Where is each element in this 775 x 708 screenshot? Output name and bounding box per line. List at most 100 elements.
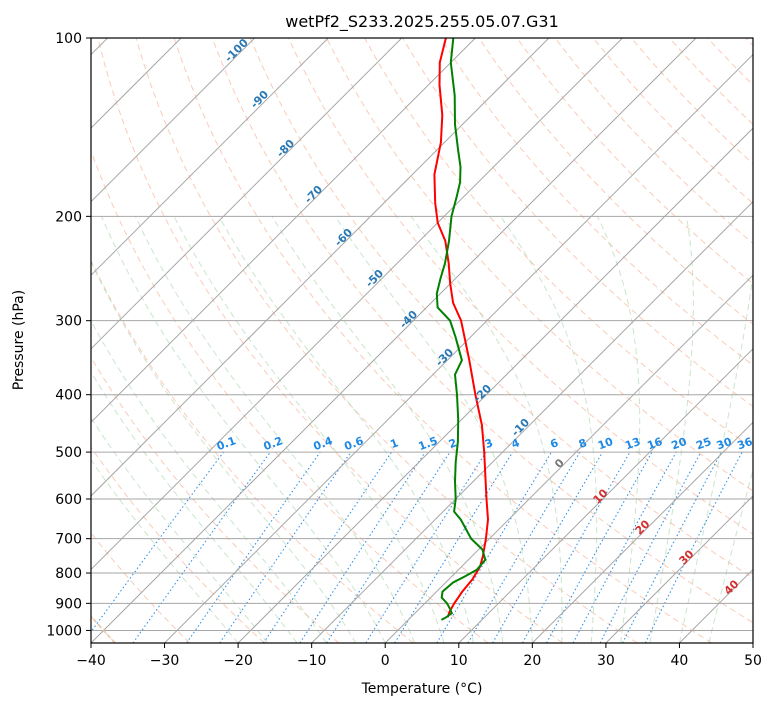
dry-adiabat-label: -70	[302, 183, 325, 206]
dry-adiabat	[173, 38, 713, 643]
moist-adiabat	[218, 216, 474, 643]
isotherm	[91, 38, 697, 643]
isotherm	[91, 38, 256, 203]
isotherm	[679, 568, 753, 643]
mixing-ratio-line	[299, 451, 426, 643]
y-tick-label: 900	[55, 596, 82, 612]
y-tick-label: 100	[55, 31, 82, 47]
temperature-line	[433, 38, 490, 618]
isotherm	[91, 38, 329, 276]
x-tick-label: 20	[523, 653, 541, 669]
isotherm	[91, 38, 476, 424]
mixing-ratio-line	[599, 451, 702, 643]
moist-adiabat	[334, 216, 533, 643]
x-tick-label: 30	[597, 653, 615, 669]
isotherm	[605, 495, 753, 643]
dewpoint-line	[435, 38, 487, 621]
isotherm	[752, 642, 753, 643]
mixing-ratio-label: 30	[715, 435, 734, 453]
mixing-ratio-line	[186, 451, 321, 643]
mixing-ratio-line	[326, 451, 451, 643]
mixing-ratio-label: 10	[596, 435, 615, 453]
dry-adiabat-label: -30	[433, 346, 456, 369]
y-tick-label: 1000	[46, 623, 82, 639]
mixing-ratio-line	[644, 451, 743, 643]
mixing-ratio-line	[263, 451, 392, 643]
mixing-ratio-label: 1.5	[417, 434, 440, 453]
mixing-ratio-line	[365, 451, 487, 643]
dry-adiabat	[440, 38, 753, 366]
chart-title: wetPf2_S233.2025.255.05.07.G31	[285, 12, 559, 32]
dry-adiabat-label: -90	[248, 88, 271, 111]
dry-adiabat	[554, 38, 753, 245]
dry-adiabat	[91, 356, 340, 643]
dry-adiabat	[326, 38, 753, 492]
isotherm	[91, 38, 623, 571]
isotherm	[237, 127, 753, 643]
x-tick-label: −40	[76, 653, 106, 669]
mixing-ratio-label: 1	[389, 436, 401, 451]
isopleth-labels: -100-90-80-70-60-50-40-30-20-10010203040…	[215, 36, 755, 598]
mixing-ratio-label: 4	[510, 436, 522, 451]
moist-adiabat	[649, 216, 694, 643]
moist-adiabat	[678, 271, 753, 643]
y-tick-label: 700	[55, 532, 82, 548]
dry-adiabat-label: -50	[363, 267, 386, 290]
x-tick-label: 40	[671, 653, 689, 669]
mixing-ratio-label: 16	[645, 435, 664, 453]
dry-adiabat-label: -60	[332, 226, 355, 249]
y-tick-label: 400	[55, 388, 82, 404]
y-axis-label: Pressure (hPa)	[11, 290, 27, 390]
dry-adiabat	[249, 38, 753, 579]
sounding-lines	[433, 38, 490, 621]
dry-adiabat	[91, 259, 414, 643]
moist-adiabat	[596, 216, 641, 643]
dry-adiabat	[707, 38, 753, 86]
plot-frame	[90, 37, 754, 644]
moist-adiabat	[91, 319, 327, 643]
y-tick-label: 600	[55, 492, 82, 508]
mixing-ratio-label: 25	[694, 435, 713, 452]
isotherm	[91, 38, 403, 350]
isotherm	[384, 274, 753, 643]
isotherm	[311, 200, 753, 643]
moist-adiabat-label: 10	[591, 486, 611, 506]
grid	[91, 38, 753, 643]
mixing-ratio-label: 20	[670, 435, 689, 453]
mixing-ratio-line	[219, 451, 352, 643]
mixing-ratio-line	[546, 451, 653, 643]
dry-adiabat	[745, 38, 753, 47]
dry-adiabat-label: -40	[397, 308, 420, 331]
isotherm	[91, 38, 550, 497]
y-tick-label: 500	[55, 445, 82, 461]
moist-adiabat	[271, 216, 504, 643]
dry-adiabat	[287, 38, 753, 535]
dry-adiabat	[478, 38, 753, 325]
dry-adiabat	[97, 38, 563, 643]
mixing-ratio-line	[572, 451, 677, 643]
mixing-ratio-label: 0.2	[262, 434, 285, 453]
moist-adiabat	[101, 216, 386, 643]
moist-adiabat	[91, 260, 357, 643]
mixing-ratio-label: 0.6	[342, 434, 365, 453]
mixing-ratio-line	[91, 451, 224, 633]
dry-adiabat-label: -80	[274, 137, 297, 160]
moist-adiabat	[91, 416, 268, 643]
y-tick-label: 800	[55, 566, 82, 582]
dry-adiabat	[211, 38, 753, 624]
y-axis: 100 200 300 400 500 600 700 800 900 1000	[46, 31, 91, 639]
x-tick-label: −10	[297, 653, 327, 669]
mixing-ratio-label: 2	[447, 436, 459, 451]
x-axis-label: Temperature (°C)	[361, 681, 483, 697]
x-tick-label: −20	[223, 653, 253, 669]
mixing-ratio-label: 0.4	[312, 434, 335, 453]
y-tick-label: 300	[55, 314, 82, 330]
isotherm	[458, 348, 753, 643]
mixing-ratio-label: 13	[623, 435, 642, 452]
mixing-ratio-label: 8	[577, 436, 589, 451]
x-tick-label: 50	[744, 653, 762, 669]
moist-adiabat	[134, 216, 416, 643]
dry-adiabat	[135, 38, 638, 643]
moist-adiabat	[410, 216, 563, 643]
